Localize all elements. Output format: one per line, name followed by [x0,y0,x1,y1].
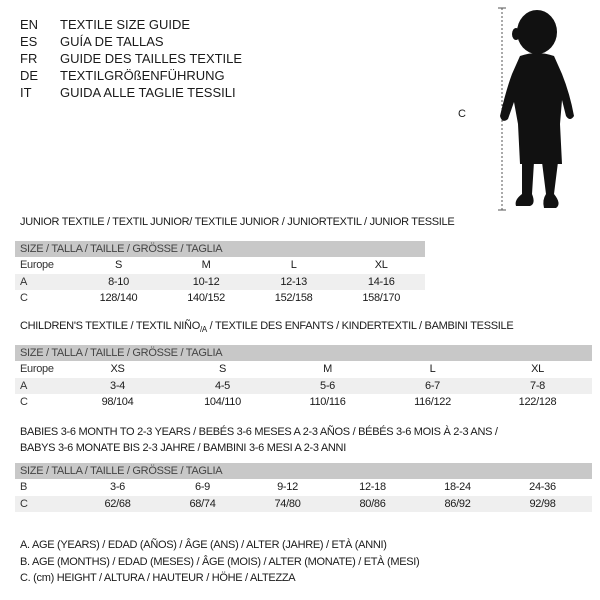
table-cell: 12-13 [280,275,307,288]
row-label: A [20,275,28,288]
table-cell: S [114,259,123,271]
table-row: Europe XS S M L XL [15,361,592,378]
table-cell: L [429,363,436,375]
table-cell: 152/158 [274,292,313,304]
table-cell: L [290,259,297,271]
table-cell: 92/98 [529,497,556,510]
babies-size-table: SIZE / TALLA / TAILLE / GRÖSSE / TAGLIA … [15,463,592,512]
table-cell: 80/86 [359,497,386,510]
legend-a: A. AGE (YEARS) / EDAD (AÑOS) / ÂGE (ANS)… [20,539,387,551]
table-cell: 3-4 [110,379,125,392]
table-cell: 10-12 [192,275,220,288]
table-cell: 5-6 [320,379,335,392]
table-row: A 8-10 10-12 12-13 14-16 [15,273,425,290]
table-cell: M [201,259,211,271]
table-header: SIZE / TALLA / TAILLE / GRÖSSE / TAGLIA [15,463,592,479]
table-cell: M [323,363,332,375]
legend: A. AGE (YEARS) / EDAD (AÑOS) / ÂGE (ANS)… [20,537,420,587]
row-label: Europe [20,259,54,271]
table-cell: 3-6 [110,481,125,493]
table-cell: 122/128 [518,396,557,408]
junior-section-title: JUNIOR TEXTILE / TEXTIL JUNIOR/ TEXTILE … [20,216,455,228]
babies-title-line2: BABYS 3-6 MONATE BIS 2-3 JAHRE / BAMBINI… [20,442,346,454]
table-cell: XS [110,363,125,375]
table-cell: 74/80 [274,497,301,510]
table-cell: XL [531,363,544,375]
row-label: B [20,481,28,493]
table-row: C 128/140 140/152 152/158 158/170 [15,290,425,307]
table-row: C 62/68 68/74 74/80 80/86 86/92 92/98 [15,495,592,512]
row-label: C [20,497,28,510]
lang-es: ES GUÍA DE TALLAS [20,34,164,49]
table-cell: 98/104 [101,396,134,408]
table-cell: 14-16 [367,275,395,288]
lang-en: EN TEXTILE SIZE GUIDE [20,17,191,32]
table-cell: 4-5 [215,379,230,392]
junior-size-table: SIZE / TALLA / TAILLE / GRÖSSE / TAGLIA … [15,241,425,307]
legend-b: B. AGE (MONTHS) / EDAD (MESES) / ÂGE (MO… [20,555,420,568]
row-label: C [20,396,28,408]
legend-c: C. (cm) HEIGHT / ALTURA / HAUTEUR / HÖHE… [20,572,296,584]
table-cell: 68/74 [189,497,216,510]
table-row: C 98/104 104/110 110/116 116/122 122/128 [15,394,592,411]
table-cell: 9-12 [277,481,298,493]
table-cell: 18-24 [444,481,471,493]
table-cell: 158/170 [362,292,401,304]
table-cell: 7-8 [530,379,545,392]
table-row: B 3-6 6-9 9-12 12-18 18-24 24-36 [15,479,592,496]
table-cell: 6-9 [195,481,210,493]
table-cell: 140/152 [187,292,225,304]
table-cell: 86/92 [444,497,471,510]
table-row: Europe S M L XL [15,257,425,274]
table-cell: 128/140 [99,292,138,304]
table-cell: 12-18 [359,481,386,493]
table-cell: 62/68 [104,497,131,510]
table-cell: 24-36 [529,481,556,493]
babies-title-line1: BABIES 3-6 MONTH TO 2-3 YEARS / BEBÉS 3-… [20,426,498,438]
table-cell: 6-7 [425,379,440,392]
lang-de: DE TEXTILGRÖßENFÜHRUNG [20,68,225,83]
table-cell: 110/116 [309,396,346,408]
table-cell: 116/122 [414,396,451,408]
lang-fr: FR GUIDE DES TAILLES TEXTILE [20,51,243,66]
row-label: C [20,292,28,304]
table-row: A 3-4 4-5 5-6 6-7 7-8 [15,377,592,394]
table-header: SIZE / TALLA / TAILLE / GRÖSSE / TAGLIA [15,345,592,361]
table-cell: S [218,363,227,375]
lang-it: IT GUIDA ALLE TAGLIE TESSILI [20,85,236,100]
baby-silhouette-icon [498,7,574,211]
row-label: A [20,379,28,392]
children-section-title: CHILDREN'S TEXTILE / TEXTIL NIÑO/A / TEX… [20,320,514,335]
row-label: Europe [20,363,54,375]
table-cell: XL [374,259,388,271]
table-cell: 8-10 [108,275,129,288]
table-cell: 104/110 [204,396,241,408]
table-header: SIZE / TALLA / TAILLE / GRÖSSE / TAGLIA [15,241,425,257]
children-size-table: SIZE / TALLA / TAILLE / GRÖSSE / TAGLIA … [15,345,592,411]
height-measure-label: C [458,108,466,120]
